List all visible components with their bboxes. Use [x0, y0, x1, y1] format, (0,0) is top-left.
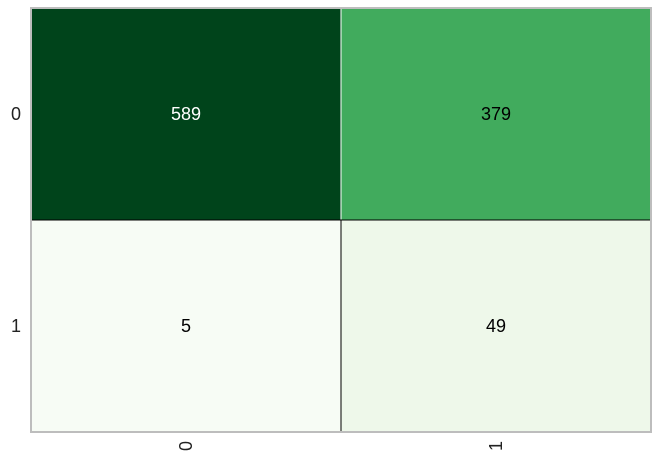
x-tick-label-0: 0 [176, 441, 196, 451]
cell-dividers [31, 8, 651, 432]
y-tick-labels: 01 [11, 104, 21, 336]
y-tick-label-1: 1 [11, 316, 21, 336]
cell-value-label-r1-c0: 5 [181, 316, 191, 336]
cell-value-label-r1-c1: 49 [486, 316, 506, 336]
y-tick-label-0: 0 [11, 104, 21, 124]
plot-frame [30, 7, 652, 433]
heatmap-cell-r1-c0 [31, 220, 341, 432]
cell-value-label-r0-c0: 589 [171, 104, 201, 124]
heatmap-cells [31, 8, 651, 432]
cell-value-label-r0-c1: 379 [481, 104, 511, 124]
heatmap-cell-r0-c1 [341, 8, 651, 220]
heatmap-cell-r1-c1 [341, 220, 651, 432]
x-tick-label-1: 1 [486, 441, 506, 451]
cell-value-labels: 589 379 5 49 [171, 104, 511, 336]
heatmap-cell-r0-c0 [31, 8, 341, 220]
